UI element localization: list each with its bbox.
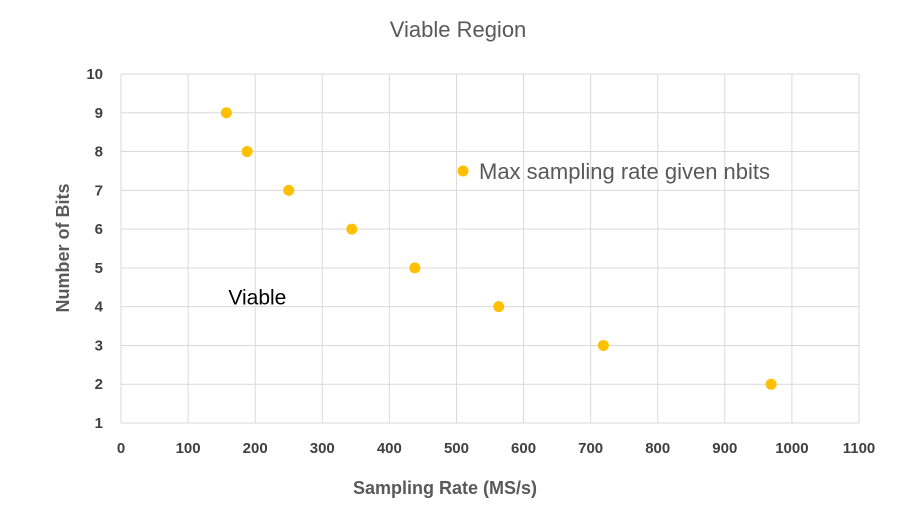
y-tick-label: 3: [95, 337, 103, 354]
x-axis-label: Sampling Rate (MS/s): [353, 478, 537, 498]
legend: Max sampling rate given nbits: [457, 159, 770, 184]
y-tick-label: 6: [95, 221, 103, 238]
y-tick-label: 4: [95, 299, 104, 316]
data-point: [220, 107, 232, 119]
data-point: [241, 146, 253, 158]
chart-title: Viable Region: [390, 17, 527, 42]
x-tick-label: 900: [712, 440, 737, 457]
y-tick-label: 7: [95, 182, 103, 199]
legend-label: Max sampling rate given nbits: [479, 159, 770, 184]
x-tick-label: 400: [377, 440, 402, 457]
data-point: [283, 184, 295, 196]
x-tick-label: 200: [243, 440, 268, 457]
y-axis-label: Number of Bits: [53, 183, 73, 312]
data-point: [765, 378, 777, 390]
viable-annotation: Viable: [228, 287, 286, 310]
y-axis-ticks: 1 2 3 4 5 6 7 8 9 10: [86, 66, 103, 432]
x-tick-label: 600: [511, 440, 536, 457]
x-tick-label: 700: [578, 440, 603, 457]
y-tick-label: 10: [86, 66, 103, 83]
y-tick-label: 9: [95, 105, 103, 122]
x-tick-label: 500: [444, 440, 469, 457]
x-tick-label: 1100: [843, 440, 876, 457]
x-tick-label: 100: [176, 440, 201, 457]
y-tick-label: 1: [95, 415, 103, 432]
y-tick-label: 5: [95, 260, 103, 277]
data-point: [597, 339, 609, 351]
y-tick-label: 8: [95, 144, 103, 161]
x-axis-ticks: 0 100 200 300 400 500 600 700 800 900 1000 1100: [117, 440, 875, 457]
x-tick-label: 1000: [775, 440, 808, 457]
data-point: [346, 223, 358, 235]
data-point: [409, 262, 421, 274]
x-tick-label: 800: [645, 440, 670, 457]
y-tick-label: 2: [95, 376, 103, 393]
data-points: [220, 107, 777, 390]
x-tick-label: 0: [117, 440, 125, 457]
data-point: [493, 301, 505, 313]
legend-marker: [457, 165, 469, 177]
gridlines: [120, 73, 860, 424]
annotations: Viable: [228, 287, 286, 310]
x-tick-label: 300: [310, 440, 335, 457]
